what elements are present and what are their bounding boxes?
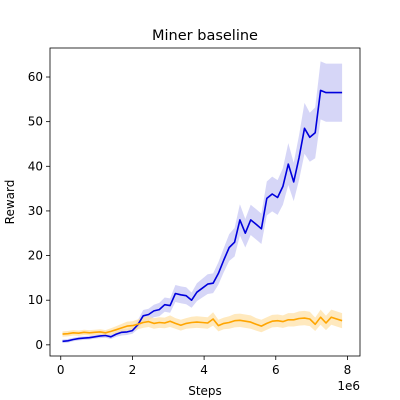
- plot-area: [62, 61, 343, 344]
- y-tick-label: 60: [28, 70, 43, 84]
- y-axis: 0 10 20 30 40 50 60: [28, 70, 50, 352]
- x-tick-label: 0: [57, 363, 65, 377]
- x-tick-label: 2: [129, 363, 137, 377]
- plot-frame: [49, 47, 361, 357]
- y-axis-label: Reward: [3, 180, 17, 225]
- x-axis: 0 2 4 6 8: [57, 356, 351, 377]
- series-lines: [62, 89, 343, 343]
- y-tick-label: 0: [35, 338, 43, 352]
- series-line-0: [62, 89, 343, 343]
- y-tick-label: 30: [28, 204, 43, 218]
- y-tick-label: 40: [28, 159, 43, 173]
- x-tick-label: 8: [344, 363, 352, 377]
- confidence-band-0: [62, 61, 343, 344]
- chart-title: Miner baseline: [152, 28, 258, 44]
- x-tick-label: 4: [200, 363, 208, 377]
- confidence-bands: [62, 61, 343, 344]
- y-tick-label: 20: [28, 249, 43, 263]
- y-tick-label: 10: [28, 293, 43, 307]
- x-axis-label: Steps: [188, 384, 222, 398]
- x-axis-offset-label: 1e6: [337, 379, 360, 393]
- y-tick-label: 50: [28, 115, 43, 129]
- series-line-1: [62, 316, 343, 335]
- x-tick-label: 6: [272, 363, 280, 377]
